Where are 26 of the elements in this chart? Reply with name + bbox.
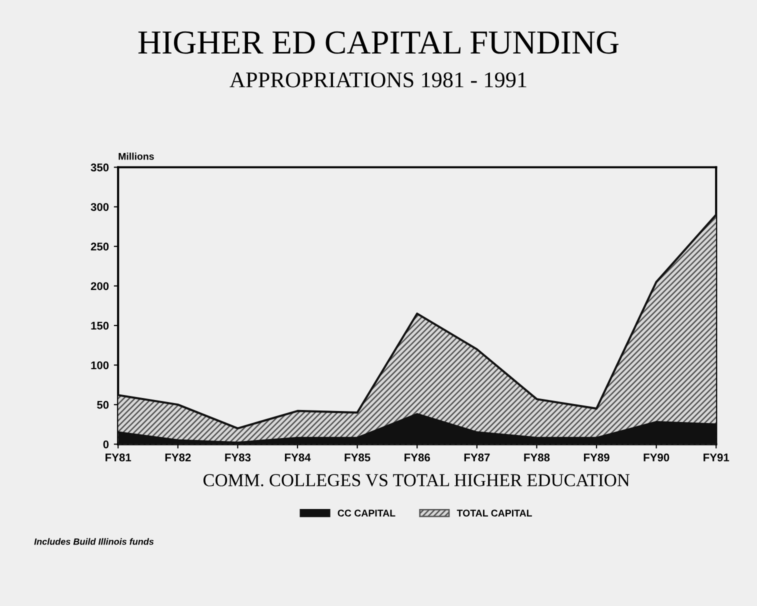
- x-tick-label: FY86: [404, 454, 430, 462]
- y-tick-label: 0: [103, 440, 109, 448]
- x-tick-label: FY91: [704, 454, 730, 462]
- x-tick-label: FY87: [464, 454, 490, 462]
- legend-label: CC CAPITAL: [338, 510, 396, 517]
- x-tick-label: FY88: [524, 454, 550, 462]
- y-tick-label: 50: [97, 400, 109, 409]
- x-tick-label: FY83: [225, 454, 251, 462]
- chart-title: HIGHER ED CAPITAL FUNDING: [138, 31, 619, 54]
- x-tick-label: FY89: [584, 454, 610, 462]
- y-tick-label: 350: [90, 164, 109, 172]
- y-tick-label: 200: [90, 282, 109, 290]
- y-axis-title: Millions: [118, 152, 154, 160]
- x-tick-label: FY84: [284, 454, 311, 462]
- x-tick-label: FY81: [106, 454, 132, 462]
- x-axis-title: COMM. COLLEGES VS TOTAL HIGHER EDUCATION: [203, 474, 630, 486]
- legend-label: TOTAL CAPITAL: [456, 510, 532, 517]
- text: Includes Build Illinois funds: [34, 538, 154, 545]
- x-tick-label: FY85: [344, 454, 370, 462]
- y-tick-label: 150: [91, 322, 109, 330]
- x-tick-label: FY82: [165, 454, 191, 462]
- chart-subtitle: APPROPRIATIONS 1981 - 1991: [230, 72, 526, 88]
- y-tick-label: 300: [90, 203, 109, 211]
- y-tick-label: 100: [91, 361, 109, 370]
- x-tick-label: FY90: [644, 454, 670, 462]
- y-tick-label: 250: [90, 242, 109, 251]
